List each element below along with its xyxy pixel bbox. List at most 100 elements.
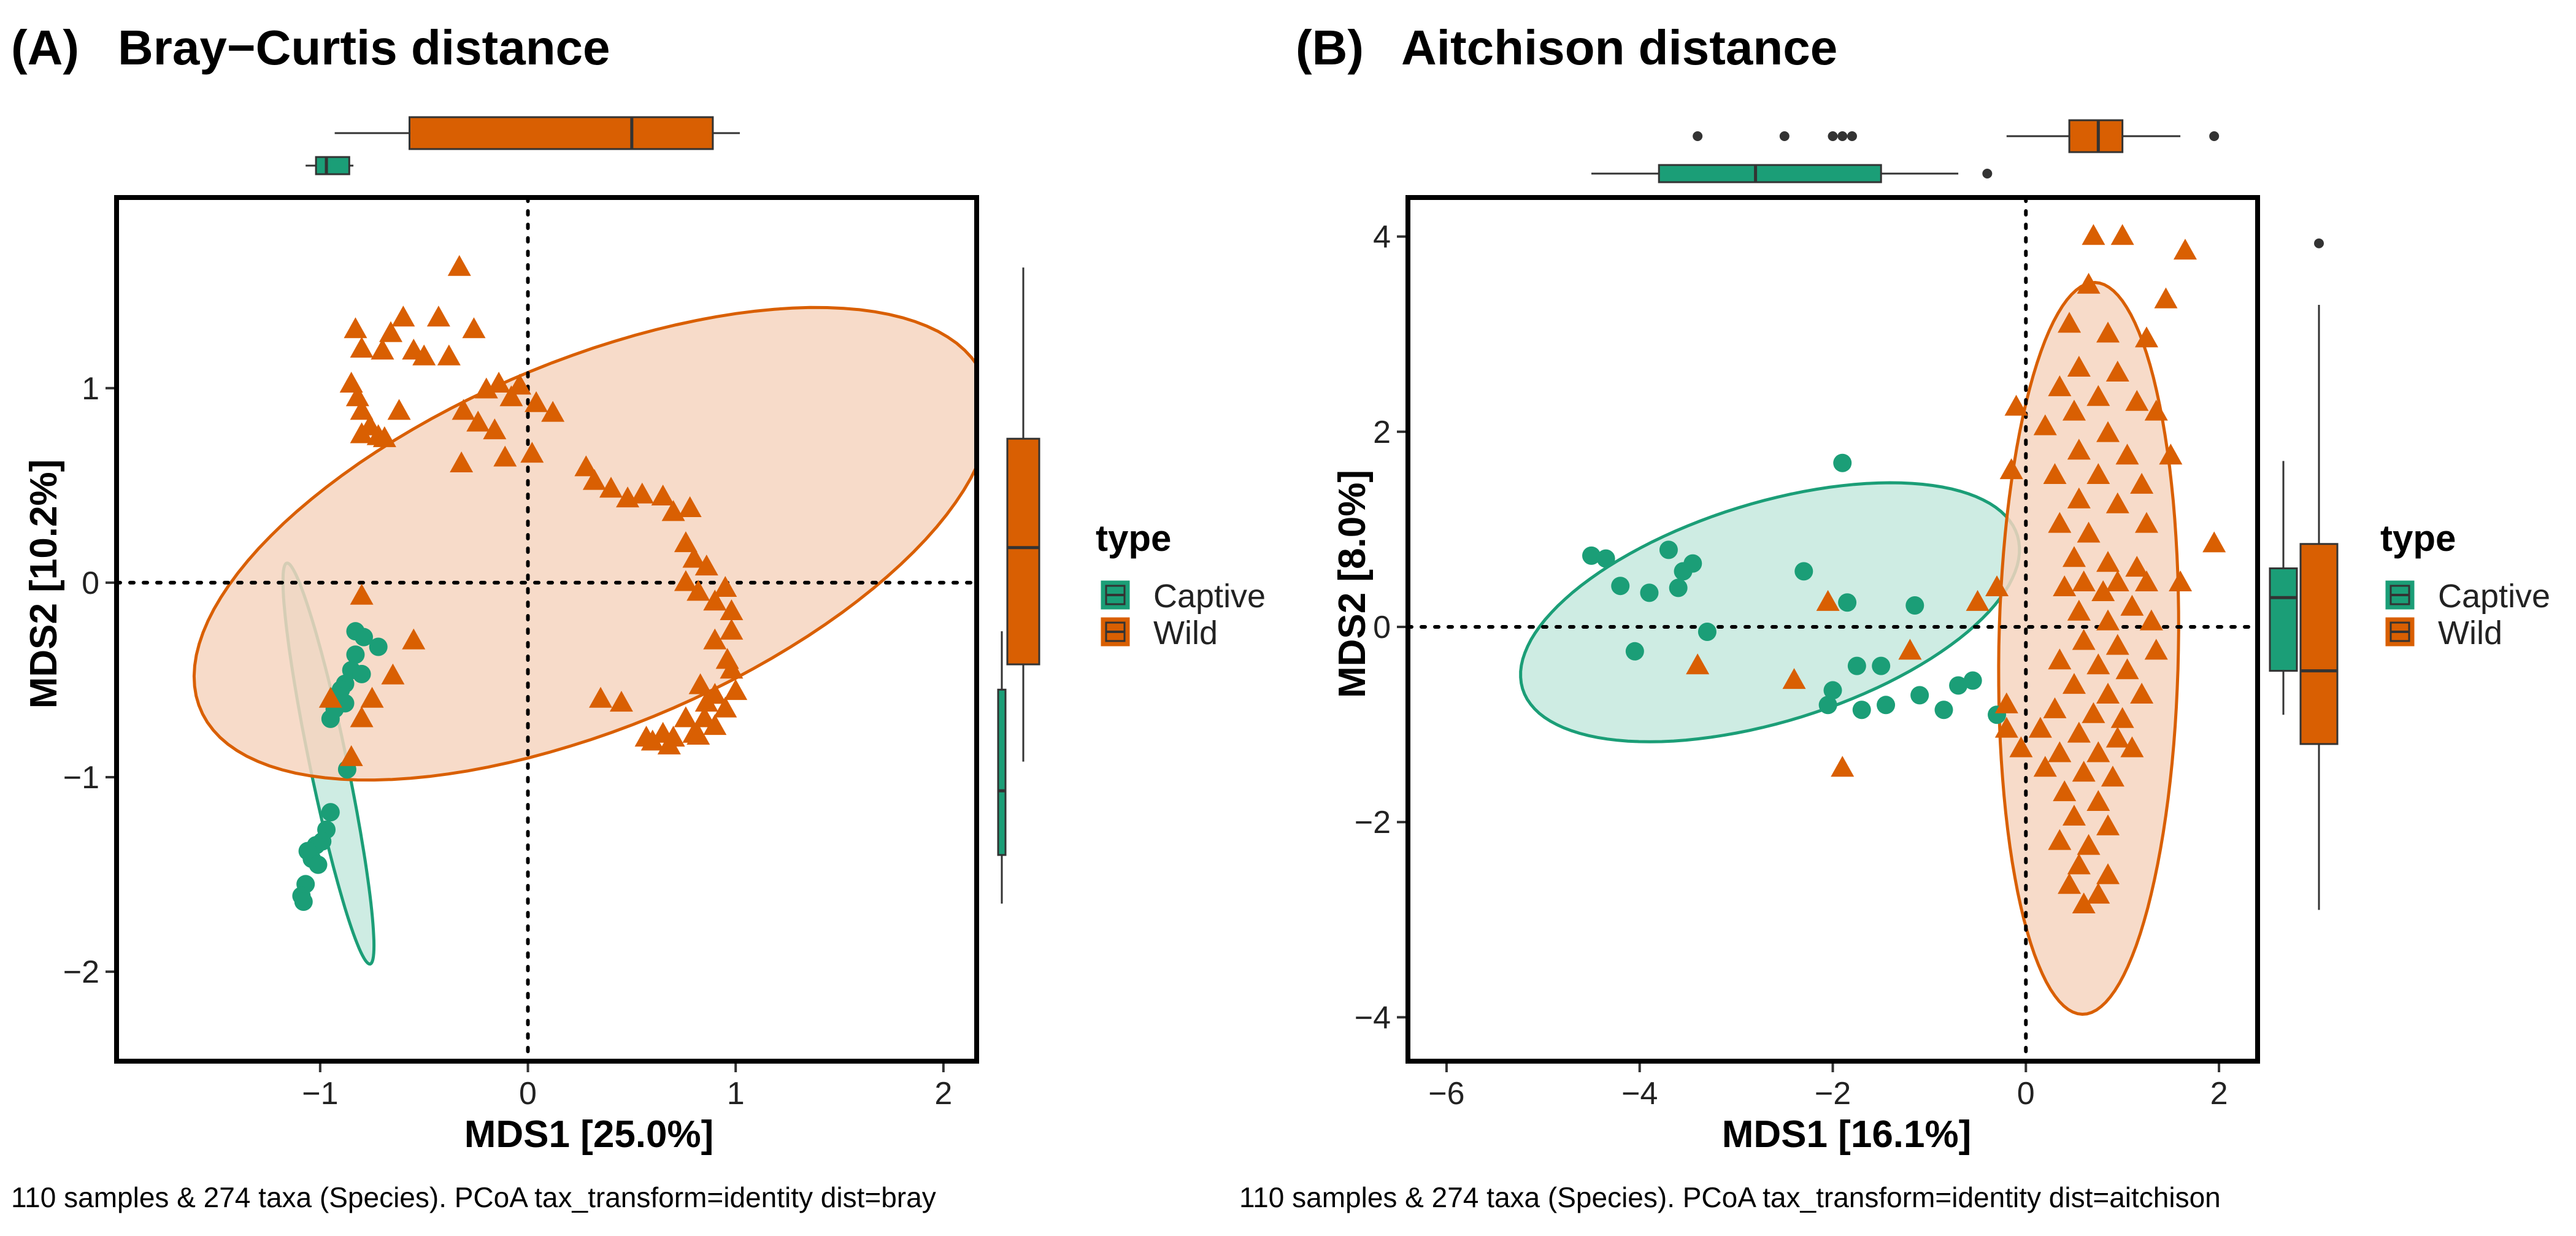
data-point-wild [693,706,717,727]
data-point-captive [1823,681,1842,700]
data-point-wild [720,618,744,640]
data-point-captive [321,803,340,822]
data-point-wild [1686,653,1710,675]
y-tick-label: −1 [63,760,99,796]
x-tick-label: 1 [727,1076,745,1111]
data-point-captive [294,892,313,911]
data-point-wild [686,724,710,745]
data-point-wild [2067,439,2091,460]
panel-a: (A) Bray−Curtis distance −1 0 1 2 −2 −1 0 1 MDS… [11,20,1266,1213]
data-point-wild [2096,814,2120,835]
data-point-wild [447,255,471,276]
panel-b: (B) Aitchison distance −6 −4 −2 0 2 −4 −2 0 2 4 M… [1239,20,2550,1213]
outlier-point [1693,131,1703,141]
data-point-wild [541,401,565,422]
plot-inner [117,198,977,1061]
data-point-wild [2096,421,2120,442]
data-point-wild [360,686,384,708]
box [315,156,350,175]
data-point-wild [2043,697,2067,718]
data-point-wild [674,570,698,591]
series-wild [1686,224,2226,914]
data-point-wild [2077,521,2101,543]
boxplot-right-captive [997,631,1007,904]
data-point-captive [1640,583,1659,602]
panel-b-legend: type Captive Wild [2380,518,2550,651]
data-point-wild [720,599,744,621]
data-point-wild [2053,575,2077,596]
data-point-wild [2058,873,2082,894]
panel-a-right-boxplots [997,267,1040,904]
data-point-wild [2135,570,2159,592]
data-point-wild [2105,570,2129,592]
panel-b-label: (B) [1296,20,1364,75]
data-point-captive [1872,656,1891,675]
data-point-wild [2115,658,2139,680]
data-point-wild [2159,443,2183,465]
data-point-wild [630,482,654,504]
data-point-wild [599,477,623,498]
x-tick-label: −1 [302,1076,338,1111]
panel-a-plot-area: −1 0 1 2 −2 −1 0 1 [63,195,979,1111]
data-point-wild [2105,360,2129,382]
data-point-wild [507,374,531,395]
panel-a-caption: 110 samples & 274 taxa (Species). PCoA t… [11,1181,936,1213]
data-point-captive [298,842,317,861]
data-point-wild [694,555,718,576]
data-point-wild [2067,853,2091,875]
y-tick-label: −4 [1355,1000,1391,1035]
data-point-wild [2086,463,2110,485]
data-point-wild [2130,472,2154,494]
panel-b-legend-title: type [2380,518,2456,559]
data-point-wild [2048,375,2072,396]
data-point-wild [2169,570,2193,592]
data-point-wild [2144,639,2168,660]
boxplot-top-wild [334,116,740,150]
y-tick-label: 4 [1373,220,1391,255]
data-point-wild [452,399,475,420]
panel-a-title: Bray−Curtis distance [118,20,610,75]
data-point-wild [412,344,436,366]
data-point-wild [582,469,606,490]
data-point-captive [321,709,340,728]
data-point-wild [345,385,369,407]
data-point-captive [1683,554,1702,573]
data-point-wild [2067,721,2091,743]
boxplot-top-captive [306,156,354,175]
y-tick-label: −2 [1355,805,1391,840]
data-point-wild [2072,892,2096,914]
ellipse-wild [192,305,977,782]
box [2269,567,2298,672]
data-point-wild [2130,682,2154,704]
box [997,688,1007,856]
plot-frame [1405,195,2260,1064]
data-point-wild [703,714,727,735]
legend-key-captive [2383,578,2416,612]
box [1006,437,1040,666]
data-point-wild [2096,609,2120,631]
data-point-wild [318,686,342,708]
data-point-wild [2154,287,2178,309]
panel-a-top-boxplots [306,116,740,175]
data-point-wild [574,455,598,477]
data-point-wild [686,580,710,601]
data-point-wild [2048,741,2072,762]
data-point-wild [2173,239,2197,260]
data-point-wild [2067,599,2091,621]
y-tick-label: 2 [1373,415,1391,450]
data-point-wild [688,673,712,694]
box [1658,164,1882,183]
data-point-wild [371,339,394,360]
data-point-wild [2072,629,2096,650]
data-point-wild [493,445,517,467]
data-point-wild [2058,312,2082,333]
data-point-captive [1669,578,1688,597]
legend-key-wild [2383,615,2416,648]
x-tick-label: 2 [2210,1076,2228,1111]
panel-a-legend-title: type [1096,518,1171,559]
legend-key-captive [1099,578,1132,612]
x-tick-label: 2 [934,1076,952,1111]
data-point-wild [344,317,367,339]
data-point-wild [703,628,727,650]
